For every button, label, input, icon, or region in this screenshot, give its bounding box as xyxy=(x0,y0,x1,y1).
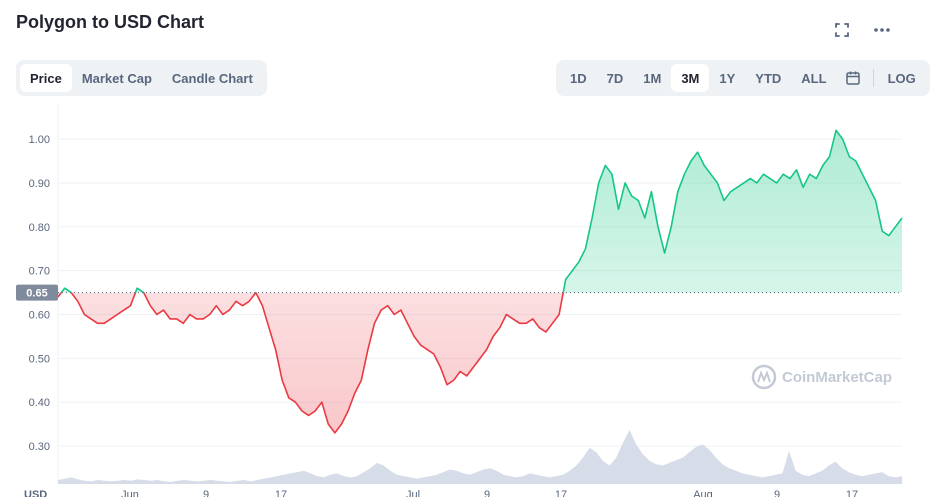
tab-candle-chart[interactable]: Candle Chart xyxy=(171,70,253,86)
x-tick-label: 17 xyxy=(846,489,858,497)
calendar-button[interactable] xyxy=(837,64,869,92)
tab-price[interactable]: Price xyxy=(20,64,72,92)
expand-icon[interactable] xyxy=(830,18,854,42)
range-ytd[interactable]: YTD xyxy=(755,70,782,86)
chart-type-tabs: Price Market Cap Candle Chart xyxy=(16,60,267,96)
price-area-down xyxy=(58,292,564,433)
range-1m[interactable]: 1M xyxy=(643,70,662,86)
y-tick-label: 0.70 xyxy=(29,266,50,278)
range-7d[interactable]: 7D xyxy=(606,70,624,86)
x-tick-label: Jun xyxy=(121,489,139,497)
line-layer xyxy=(57,129,903,434)
range-3m[interactable]: 3M xyxy=(671,64,710,92)
y-tick-label: 0.80 xyxy=(29,222,50,234)
volume-layer xyxy=(58,429,902,484)
tab-market-cap[interactable]: Market Cap xyxy=(81,70,152,86)
page-title: Polygon to USD Chart xyxy=(16,12,204,32)
more-icon[interactable] xyxy=(870,18,894,42)
log-toggle[interactable]: LOG xyxy=(887,70,916,86)
axis-layer: 0.30 0.40 0.50 0.60 0.70 0.80 0.90 1.00 Jun 9 17 Ju… xyxy=(24,134,858,497)
baseline-layer: 0.65 xyxy=(16,284,902,301)
x-tick-label: Jul xyxy=(406,489,420,497)
y-tick-label: 0.40 xyxy=(29,397,50,409)
baseline-badge xyxy=(16,284,58,301)
y-tick-label: 1.00 xyxy=(29,134,50,146)
range-1d[interactable]: 1D xyxy=(570,70,587,86)
range-1y[interactable]: 1Y xyxy=(719,70,736,86)
y-tick-label: 0.60 xyxy=(29,310,50,322)
x-tick-label: Aug xyxy=(693,489,713,497)
y-tick-label: 0.50 xyxy=(29,353,50,365)
price-area-up xyxy=(58,130,902,293)
watermark: CoinMarketCap xyxy=(751,364,892,390)
x-tick-label: 17 xyxy=(555,489,567,497)
volume-area xyxy=(58,429,902,484)
coinmarketcap-logo-icon xyxy=(751,364,777,390)
price-line-up xyxy=(60,129,903,293)
range-all[interactable]: ALL xyxy=(801,70,827,86)
x-tick-label: 9 xyxy=(203,489,209,497)
price-line-down xyxy=(57,292,565,434)
y-tick-label: 0.90 xyxy=(29,178,50,190)
baseline-value: 0.65 xyxy=(26,288,47,300)
range-tabs: 1D 7D 1M 3M 1Y YTD ALL LOG xyxy=(556,60,930,96)
currency-label: USD xyxy=(24,489,47,497)
watermark-text: CoinMarketCap xyxy=(782,369,892,386)
x-tick-label: 17 xyxy=(275,489,287,497)
area-layer xyxy=(58,130,902,433)
x-tick-label: 9 xyxy=(774,489,780,497)
y-tick-label: 0.30 xyxy=(29,441,50,453)
calendar-icon xyxy=(845,70,861,86)
x-tick-label: 9 xyxy=(484,489,490,497)
range-separator xyxy=(872,69,874,87)
